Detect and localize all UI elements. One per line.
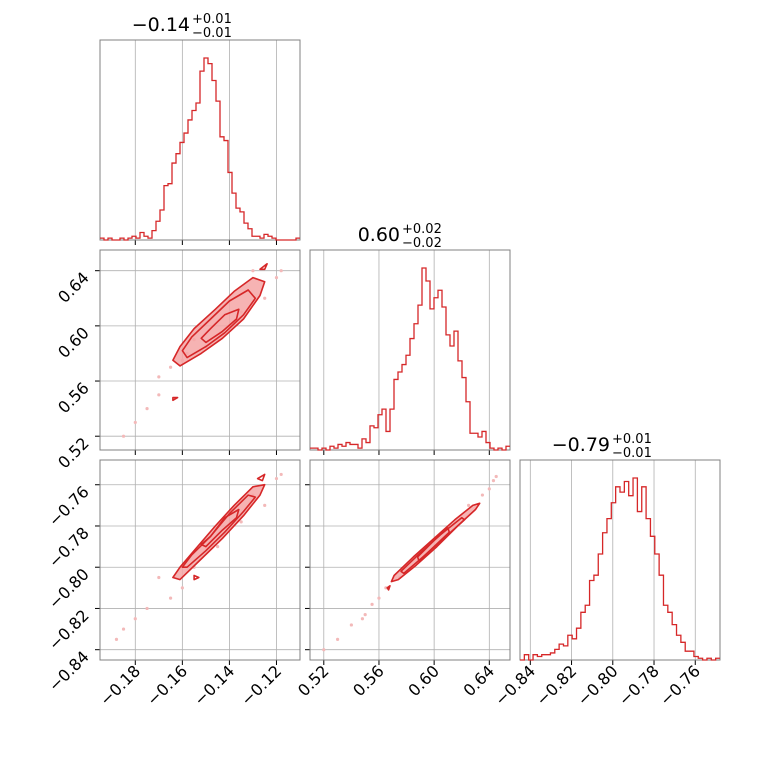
tick-label-x: 0.60: [404, 661, 443, 700]
scatter-point: [216, 544, 220, 549]
tick-label-x: −0.16: [143, 661, 191, 709]
tick-label-x: −0.14: [190, 661, 238, 709]
scatter-point: [279, 472, 283, 477]
histogram-title-plus-1: +0.02: [402, 222, 442, 237]
scatter-point: [377, 596, 381, 600]
scatter-point: [349, 623, 353, 627]
tick-label-y: 0.64: [54, 268, 93, 307]
scatter-point: [370, 602, 374, 606]
tick-label-x: −0.76: [656, 661, 704, 709]
histogram-title-minus-1: −0.02: [402, 236, 442, 251]
scatter-point: [168, 596, 173, 600]
contour-level-3: [259, 262, 268, 271]
histogram-frame-2: [519, 459, 721, 661]
contour-level-0: [172, 483, 266, 581]
histogram-title-2: −0.79: [552, 434, 610, 456]
contour-level-4: [172, 396, 179, 402]
scatter-point: [180, 586, 184, 590]
scatter-point: [480, 493, 485, 497]
scatter-point: [114, 637, 119, 641]
contour-level-2: [200, 508, 240, 548]
scatter-point: [121, 434, 126, 438]
scatter-point: [274, 476, 279, 481]
histogram-step-1: [310, 267, 510, 451]
contour-level-1: [181, 494, 257, 569]
scatter-point: [467, 503, 471, 507]
scatter-point: [494, 474, 498, 479]
scatter-point: [157, 393, 161, 397]
scatter-point: [251, 269, 255, 273]
scatter-point: [263, 503, 267, 507]
tick-label-y: 0.52: [54, 434, 93, 473]
contour-level-3: [386, 584, 391, 591]
tick-label-y: −0.78: [45, 523, 93, 571]
pair-frame-2-0: [99, 459, 301, 661]
tick-label-y: −0.82: [45, 606, 93, 654]
scatter-point: [239, 520, 243, 524]
scatter-point: [157, 575, 161, 580]
scatter-point: [322, 648, 326, 652]
tick-label-x: −0.82: [532, 661, 580, 709]
histogram-frame-1: [309, 249, 511, 451]
scatter-point: [279, 269, 283, 273]
scatter-point: [491, 479, 496, 483]
tick-label-x: −0.80: [574, 661, 622, 709]
pair-frame-2-1: [309, 459, 511, 661]
scatter-point: [145, 606, 149, 611]
contour-level-0: [172, 276, 266, 367]
tick-label-x: −0.18: [96, 661, 144, 709]
contour-level-2: [416, 527, 451, 562]
scatter-point: [274, 275, 279, 280]
histogram-step-0: [100, 57, 300, 241]
contour-level-0: [390, 502, 481, 583]
tick-label-x: 0.56: [349, 661, 388, 700]
scatter-point: [335, 637, 340, 641]
tick-label-x: 0.52: [294, 661, 333, 700]
histogram-step-2: [520, 477, 720, 661]
scatter-point: [487, 487, 491, 491]
scatter-point: [384, 586, 388, 590]
tick-label-y: 0.60: [54, 323, 93, 362]
scatter-point: [263, 296, 267, 300]
contour-level-1: [181, 289, 257, 359]
contour-level-3: [256, 473, 266, 482]
tick-label-y: −0.76: [45, 482, 93, 530]
histogram-title-plus-0: +0.01: [192, 12, 232, 27]
contour-level-2: [200, 308, 240, 344]
panels-layer: −0.14 +0.01−0.010.60 +0.02−0.02−0.79 +0.01−…: [45, 12, 721, 709]
scatter-point: [157, 375, 161, 379]
scatter-point: [363, 613, 367, 617]
tick-label-y: −0.80: [45, 565, 93, 613]
scatter-point: [133, 420, 137, 425]
histogram-title-1: 0.60: [358, 224, 400, 246]
histogram-title-minus-2: −0.01: [612, 446, 652, 461]
histogram-title-minus-0: −0.01: [192, 26, 232, 41]
contour-level-4: [193, 574, 200, 581]
histogram-title-0: −0.14: [132, 14, 190, 36]
scatter-point: [168, 365, 173, 369]
tick-label-x: −0.78: [615, 661, 663, 709]
tick-label-y: −0.84: [45, 647, 93, 695]
tick-label-x: −0.84: [491, 661, 539, 709]
tick-label-y: 0.56: [54, 378, 93, 417]
scatter-point: [121, 627, 126, 631]
scatter-point: [360, 617, 365, 621]
pair-frame-1-0: [99, 249, 301, 451]
scatter-point: [133, 617, 137, 621]
tick-label-x: −0.12: [237, 661, 285, 709]
histogram-frame-0: [99, 39, 301, 241]
scatter-point: [145, 407, 149, 411]
histogram-title-plus-2: +0.01: [612, 432, 652, 447]
